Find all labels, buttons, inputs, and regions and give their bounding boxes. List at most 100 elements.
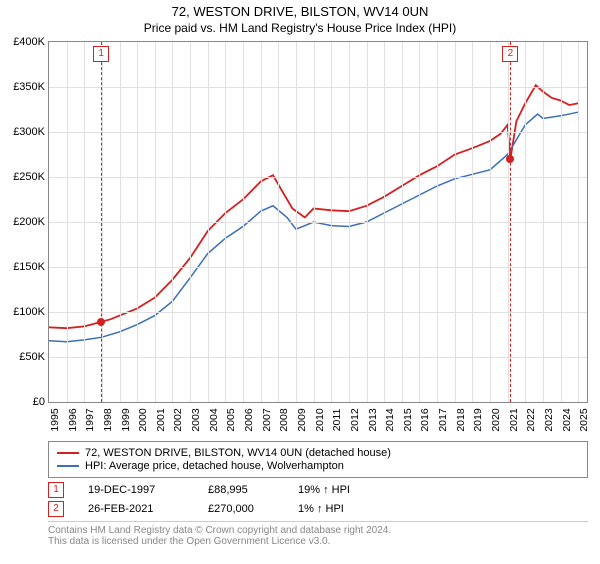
x-gridline (490, 42, 491, 402)
y-gridline (49, 222, 587, 223)
legend-label: HPI: Average price, detached house, Wolv… (85, 460, 344, 472)
marker-dot-2 (506, 155, 514, 163)
y-gridline (49, 177, 587, 178)
transaction-price: £270,000 (208, 503, 298, 515)
x-gridline (120, 42, 121, 402)
x-tick-label: 1995 (49, 408, 61, 431)
x-gridline (419, 42, 420, 402)
x-gridline (243, 42, 244, 402)
x-gridline (455, 42, 456, 402)
y-gridline (49, 87, 587, 88)
y-tick-label: £150K (13, 261, 45, 273)
y-tick-label: £200K (13, 216, 45, 228)
marker-line-1 (101, 42, 102, 402)
x-tick-label: 1996 (67, 408, 79, 431)
x-tick-label: 2002 (172, 408, 184, 431)
x-gridline (172, 42, 173, 402)
legend-swatch (57, 465, 79, 467)
chart-container: 72, WESTON DRIVE, BILSTON, WV14 0UN Pric… (0, 4, 600, 564)
legend-box: 72, WESTON DRIVE, BILSTON, WV14 0UN (det… (48, 441, 588, 478)
y-gridline (49, 357, 587, 358)
transaction-date: 19-DEC-1997 (88, 484, 208, 496)
legend-item: 72, WESTON DRIVE, BILSTON, WV14 0UN (det… (57, 447, 579, 459)
marker-line-2 (510, 42, 511, 402)
transaction-badge: 1 (48, 482, 64, 498)
x-tick-label: 2019 (472, 408, 484, 431)
chart-subtitle: Price paid vs. HM Land Registry's House … (0, 21, 600, 35)
x-tick-label: 2010 (314, 408, 326, 431)
transaction-row: 1 19-DEC-1997£88,99519% ↑ HPI (48, 482, 588, 498)
x-tick-label: 2006 (243, 408, 255, 431)
x-gridline (367, 42, 368, 402)
footer-line: Contains HM Land Registry data © Crown c… (48, 525, 588, 536)
y-tick-label: £350K (13, 81, 45, 93)
x-gridline (543, 42, 544, 402)
y-tick-label: £100K (13, 306, 45, 318)
y-tick-label: £50K (19, 351, 45, 363)
y-gridline (49, 132, 587, 133)
x-gridline (525, 42, 526, 402)
x-tick-label: 1997 (84, 408, 96, 431)
chart-plot-area: £0£50K£100K£150K£200K£250K£300K£350K£400… (48, 41, 588, 403)
transaction-price: £88,995 (208, 484, 298, 496)
x-gridline (578, 42, 579, 402)
marker-badge-2: 2 (502, 46, 518, 62)
x-gridline (314, 42, 315, 402)
x-gridline (437, 42, 438, 402)
x-tick-label: 2020 (490, 408, 502, 431)
x-gridline (472, 42, 473, 402)
x-tick-label: 2024 (561, 408, 573, 431)
legend-label: 72, WESTON DRIVE, BILSTON, WV14 0UN (det… (85, 447, 391, 459)
x-gridline (561, 42, 562, 402)
x-tick-label: 2013 (367, 408, 379, 431)
x-gridline (331, 42, 332, 402)
transaction-date: 26-FEB-2021 (88, 503, 208, 515)
x-gridline (384, 42, 385, 402)
x-tick-label: 2023 (543, 408, 555, 431)
y-tick-label: £400K (13, 36, 45, 48)
x-tick-label: 2007 (261, 408, 273, 431)
x-tick-label: 2003 (190, 408, 202, 431)
legend-swatch (57, 452, 79, 454)
x-tick-label: 2025 (578, 408, 590, 431)
x-gridline (84, 42, 85, 402)
x-gridline (67, 42, 68, 402)
x-tick-label: 2004 (208, 408, 220, 431)
y-gridline (49, 312, 587, 313)
x-tick-label: 2001 (155, 408, 167, 431)
y-tick-label: £0 (33, 396, 45, 408)
x-gridline (155, 42, 156, 402)
x-tick-label: 1998 (102, 408, 114, 431)
x-tick-label: 2000 (137, 408, 149, 431)
x-tick-label: 2016 (419, 408, 431, 431)
x-gridline (349, 42, 350, 402)
y-tick-label: £300K (13, 126, 45, 138)
y-gridline (49, 267, 587, 268)
x-tick-label: 2017 (437, 408, 449, 431)
footer-line: This data is licensed under the Open Gov… (48, 536, 588, 547)
marker-badge-1: 1 (93, 46, 109, 62)
x-tick-label: 2005 (225, 408, 237, 431)
x-tick-label: 2022 (525, 408, 537, 431)
transaction-row: 2 26-FEB-2021£270,0001% ↑ HPI (48, 501, 588, 517)
x-tick-label: 2018 (455, 408, 467, 431)
transaction-badge: 2 (48, 501, 64, 517)
x-tick-label: 1999 (120, 408, 132, 431)
x-gridline (508, 42, 509, 402)
x-gridline (278, 42, 279, 402)
legend-item: HPI: Average price, detached house, Wolv… (57, 460, 579, 472)
transaction-delta: 19% ↑ HPI (298, 484, 398, 496)
x-tick-label: 2014 (384, 408, 396, 431)
x-tick-label: 2008 (278, 408, 290, 431)
marker-dot-1 (97, 318, 105, 326)
y-tick-label: £250K (13, 171, 45, 183)
x-tick-label: 2021 (508, 408, 520, 431)
x-tick-label: 2011 (331, 409, 343, 432)
transactions-table: 1 19-DEC-1997£88,99519% ↑ HPI 2 26-FEB-2021… (48, 482, 588, 517)
x-gridline (261, 42, 262, 402)
x-gridline (190, 42, 191, 402)
chart-title: 72, WESTON DRIVE, BILSTON, WV14 0UN (0, 4, 600, 19)
x-gridline (296, 42, 297, 402)
x-gridline (208, 42, 209, 402)
transaction-delta: 1% ↑ HPI (298, 503, 398, 515)
